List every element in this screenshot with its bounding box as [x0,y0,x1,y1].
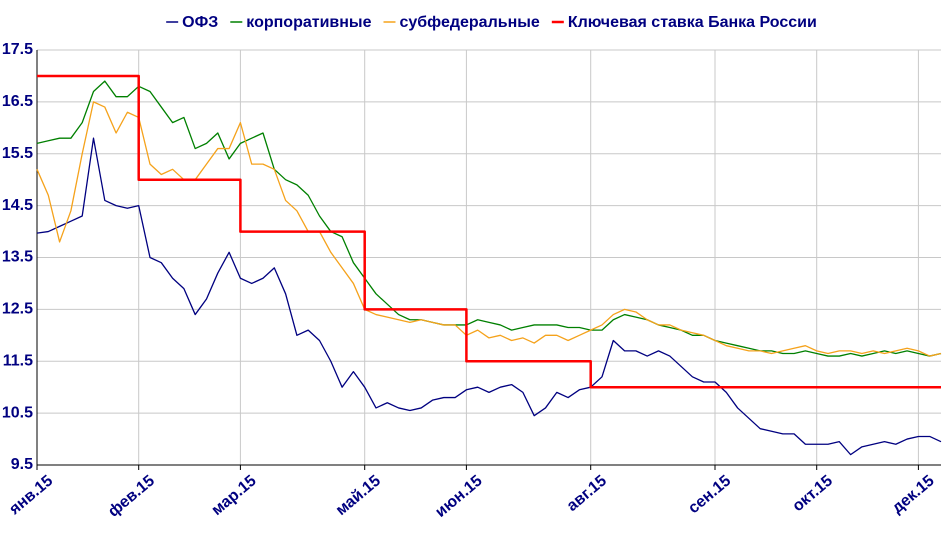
x-tick-label: сен.15 [685,472,734,517]
y-tick-label: 13.5 [2,249,33,266]
y-tick-label: 11.5 [3,352,33,369]
legend-label: корпоративные [246,14,371,31]
x-tick-label: мар.15 [209,472,260,519]
x-tick-label: дек.15 [889,472,938,517]
series-line [37,74,941,389]
x-tick-label: июн.15 [432,472,485,521]
y-tick-label: 12.5 [2,301,33,318]
legend-label: ОФЗ [182,14,218,31]
x-tick-label: фев.15 [105,472,158,520]
legend-label: Ключевая ставка Банка России [568,14,817,31]
y-tick-label: 16.5 [2,93,33,110]
legend-label: субфедеральные [399,14,539,31]
x-tick-label: окт.15 [789,472,836,515]
legend: ОФЗ корпоративные субфедеральные Ключевая с… [166,14,817,31]
series-line [36,80,942,357]
y-tick-label: 9.5 [11,456,33,473]
y-tick-label: 10.5 [2,404,33,421]
series-line [36,137,942,456]
y-tick-label: 14.5 [2,197,33,214]
x-tick-label: авг.15 [564,472,610,515]
x-tick-label: янв.15 [5,472,56,519]
series-line [36,101,942,357]
y-tick-label: 17.5 [2,41,33,58]
x-tick-label: май.15 [333,472,384,519]
y-tick-label: 15.5 [2,145,33,162]
